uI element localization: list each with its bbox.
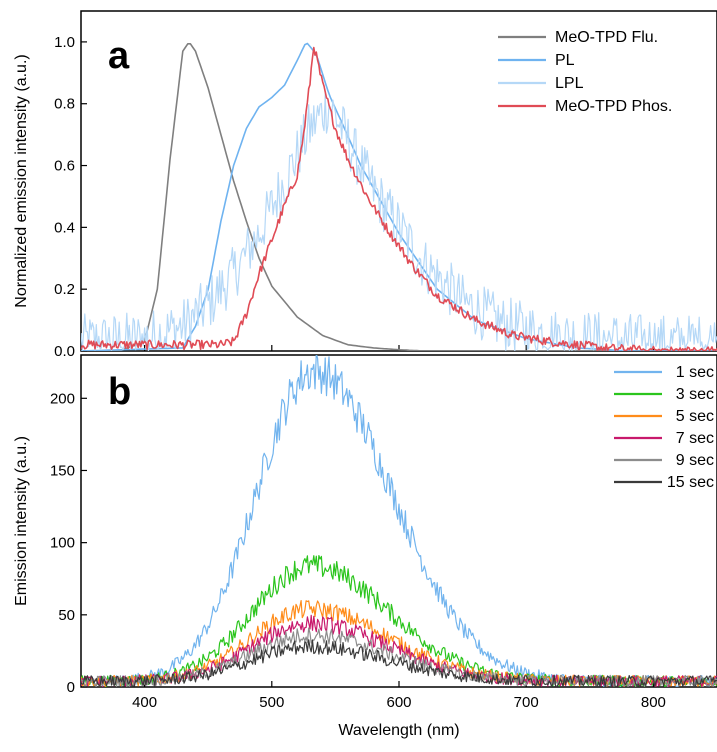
x-tick-label: 500 [259, 694, 284, 711]
series-line [81, 43, 717, 351]
y-tick-label: 0.2 [54, 281, 75, 298]
legend-entry: LPL [555, 75, 584, 92]
panel-a-label: a [108, 35, 130, 77]
legend-entry: 7 sec [676, 430, 714, 447]
series-line [81, 639, 717, 687]
x-tick-label: 700 [514, 694, 539, 711]
series-line [81, 355, 717, 687]
y-tick-label: 50 [58, 607, 75, 624]
legend-entry: 5 sec [676, 408, 714, 425]
panel-a-y-ticks: 0.0 0.2 0.4 0.6 0.8 1.0 [54, 34, 87, 360]
panel-b-series [81, 355, 717, 687]
legend-entry: 9 sec [676, 452, 714, 469]
panel-b-label: b [108, 371, 131, 413]
series-line [81, 46, 717, 351]
panel-a-legend: MeO-TPD Flu. PL LPL MeO-TPD Phos. [498, 29, 672, 115]
legend-entry: 15 sec [667, 474, 714, 491]
series-line [81, 42, 717, 351]
y-tick-label: 0 [67, 679, 75, 696]
legend-entry: MeO-TPD Phos. [555, 98, 672, 115]
x-tick-label: 800 [641, 694, 666, 711]
legend-entry: MeO-TPD Flu. [555, 29, 658, 46]
x-axis-label: Wavelength (nm) [338, 722, 459, 739]
legend-entry: PL [555, 52, 575, 69]
panel-b-y-ticks: 0 50 100 150 200 [50, 390, 87, 696]
panel-a: a 0.00.20.40.60.81.0 MeO-TPD Flu.PLLPLMe… [13, 10, 717, 360]
panel-b-y-axis-label: Emission intensity (a.u.) [13, 436, 30, 606]
series-line [81, 555, 717, 687]
legend-entry: 1 sec [676, 364, 714, 381]
y-tick-label: 0.4 [54, 219, 75, 236]
panel-b-x-ticks: 400 500 600 700 800 [132, 681, 666, 711]
y-tick-label: 0.0 [54, 343, 75, 360]
panel-b: b 0 50 100 150 200 400 500 600 700 800 1 sec 3 se… [13, 354, 717, 739]
y-tick-label: 150 [50, 462, 75, 479]
panel-a-y-axis-label: Normalized emission intensity (a.u.) [13, 54, 30, 307]
panel-b-legend: 1 sec 3 sec 5 sec 7 sec 9 sec 15 sec [614, 364, 714, 491]
panel-b-frame [80, 354, 717, 688]
y-tick-label: 200 [50, 390, 75, 407]
y-tick-label: 0.6 [54, 158, 75, 175]
y-tick-label: 0.8 [54, 96, 75, 113]
y-tick-label: 100 [50, 535, 75, 552]
legend-entry: 3 sec [676, 386, 714, 403]
panel-a-frame [80, 10, 717, 352]
x-tick-label: 600 [386, 694, 411, 711]
series-line [81, 93, 717, 351]
y-tick-label: 1.0 [54, 34, 75, 51]
x-tick-label: 400 [132, 694, 157, 711]
panel-a-series [81, 42, 717, 351]
